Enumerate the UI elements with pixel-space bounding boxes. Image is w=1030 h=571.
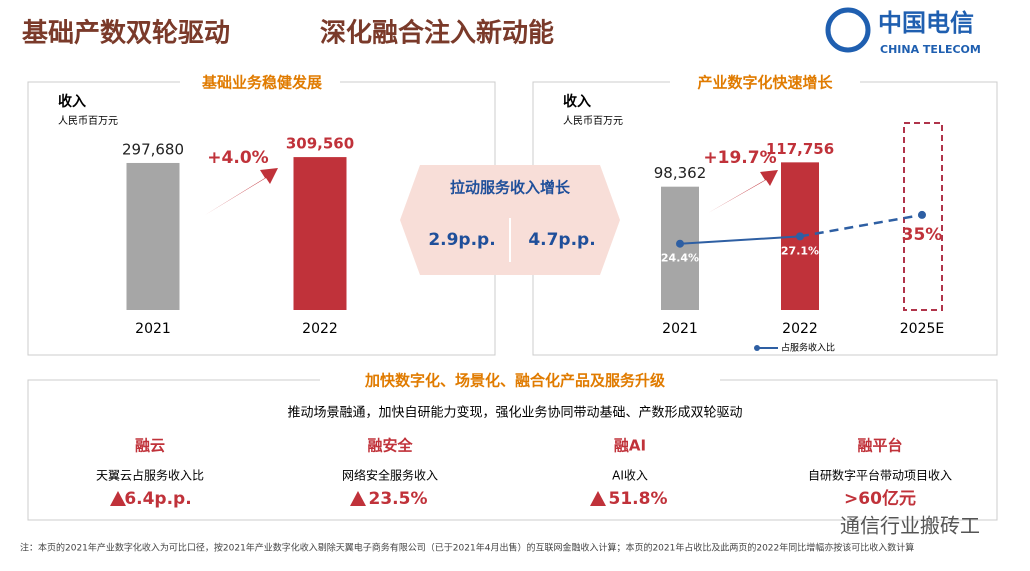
item-head: 融安全 xyxy=(367,437,413,455)
value-label: 98,362 xyxy=(654,164,707,182)
x-tick-label: 2022 xyxy=(782,321,818,337)
up-arrow xyxy=(590,491,606,506)
share-label: 24.4% xyxy=(661,252,699,265)
bar xyxy=(661,186,699,310)
up-arrow xyxy=(350,491,366,506)
panel-title: 产业数字化快速增长 xyxy=(697,74,833,92)
growth-arrow xyxy=(205,168,278,215)
share-label: 35% xyxy=(902,225,943,245)
item-value: >60亿元 xyxy=(844,488,916,509)
item-label: 网络安全服务收入 xyxy=(342,468,438,483)
center-item: 2.9p.p. xyxy=(428,230,495,250)
item-label: AI收入 xyxy=(612,469,648,483)
share-point xyxy=(796,232,804,241)
share-point xyxy=(676,239,684,248)
unit: 人民币百万元 xyxy=(58,115,118,127)
title-bg xyxy=(180,72,340,94)
share-line xyxy=(679,235,801,245)
panel-title: 基础业务稳健发展 xyxy=(201,74,322,92)
bar xyxy=(293,157,347,310)
share-point xyxy=(918,210,926,219)
item-value: 23.5% xyxy=(369,489,428,509)
footnote: 注：本页的2021年产业数字化收入为可比口径，按2021年产业数字化收入剔除天翼… xyxy=(20,542,914,554)
growth-label: +4.0% xyxy=(207,148,268,168)
title-bg xyxy=(670,72,860,94)
title-right: 深化融合注入新动能 xyxy=(320,18,554,49)
bar xyxy=(126,162,180,310)
value-label: 297,680 xyxy=(122,140,184,158)
center-title: 拉动服务收入增长 xyxy=(450,179,571,197)
growth-arrow xyxy=(708,170,778,213)
logo-en: CHINA TELECOM xyxy=(880,43,981,56)
logo-cn: 中国电信 xyxy=(878,9,974,37)
center-item: 4.7p.p. xyxy=(528,230,595,250)
bottom-subtitle: 推动场景融通，加快自研能力变现，强化业务协同带动基础、产数形成双轮驱动 xyxy=(287,405,742,421)
item-value: 51.8% xyxy=(609,489,668,509)
item-label: 天翼云占服务收入比 xyxy=(96,468,204,483)
up-arrow xyxy=(110,491,126,506)
forecast-box xyxy=(903,122,943,311)
share-label: 27.1% xyxy=(781,244,819,257)
x-tick-label: 2022 xyxy=(302,321,338,337)
title-bg xyxy=(320,370,720,392)
logo-icon xyxy=(825,7,871,53)
panel-title: 加快数字化、场景化、融合化产品及服务升级 xyxy=(364,372,666,390)
legend-dot xyxy=(754,345,760,351)
value-label: 309,560 xyxy=(286,135,354,153)
item-head: 融平台 xyxy=(857,437,902,455)
value-label: 117,756 xyxy=(766,140,834,158)
item-label: 自研数字平台带动项目收入 xyxy=(808,468,952,483)
unit: 人民币百万元 xyxy=(563,115,623,127)
x-tick-label: 2025E xyxy=(900,321,944,337)
growth-label: +19.7% xyxy=(703,148,776,168)
x-tick-label: 2021 xyxy=(135,321,171,337)
watermark: 通信行业搬砖工 xyxy=(840,514,980,538)
x-tick-label: 2021 xyxy=(662,321,698,337)
share-forecast xyxy=(799,213,923,238)
y-label: 收入 xyxy=(58,93,86,110)
item-head: 融AI xyxy=(614,437,646,455)
legend-label: 占服务收入比 xyxy=(781,342,835,354)
title-left: 基础产数双轮驱动 xyxy=(22,19,230,49)
item-value: 6.4p.p. xyxy=(124,489,191,509)
y-label: 收入 xyxy=(563,93,591,110)
item-head: 融云 xyxy=(135,437,165,455)
